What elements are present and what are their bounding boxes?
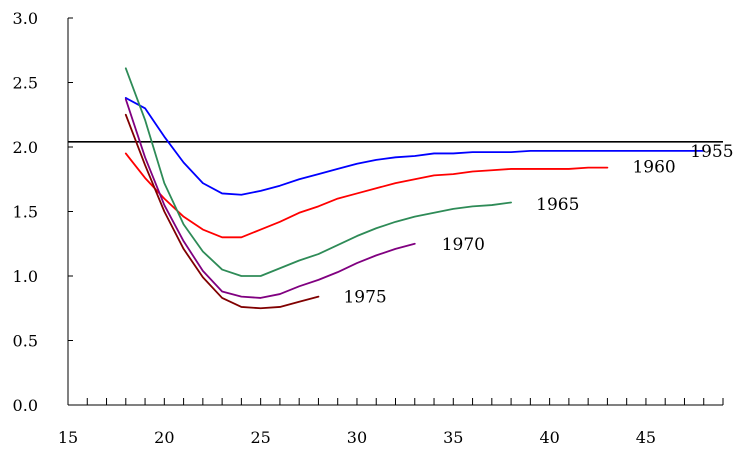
series-label-layer: 1955 1960 1965 1970 1975: [343, 142, 733, 308]
y-tick-label: 0.5: [13, 332, 38, 351]
series-line-1960: [124, 152, 609, 239]
x-tick-label: 35: [443, 428, 463, 447]
x-tick-label: 45: [636, 428, 656, 447]
y-tick-label: 0.0: [13, 396, 38, 415]
series-line-1970: [124, 98, 416, 299]
series-label-1955: 1955: [690, 142, 733, 162]
axes-layer: 0.0 0.5 1.0 1.5 2.0 2.5 3.0 15 20 25 30 35 40 45: [13, 9, 724, 447]
y-tick-label: 2.0: [13, 138, 38, 157]
x-tick-label: 20: [154, 428, 174, 447]
x-tick-label: 15: [58, 428, 78, 447]
y-tick-label: 3.0: [13, 9, 38, 28]
y-tick-label: 2.5: [13, 74, 38, 93]
series-label-1970: 1970: [442, 235, 485, 255]
x-tick-label: 30: [347, 428, 367, 447]
x-tick-label: 40: [539, 428, 559, 447]
x-tick-label: 25: [250, 428, 270, 447]
series-line-1975: [124, 113, 320, 310]
series-line-1955: [124, 97, 705, 196]
series-line-1965: [124, 67, 512, 277]
y-tick-label: 1.5: [13, 203, 38, 222]
series-label-1975: 1975: [343, 288, 386, 308]
series-label-1960: 1960: [632, 157, 675, 177]
series-layer: [124, 67, 705, 310]
series-label-1965: 1965: [536, 195, 579, 215]
y-tick-label: 1.0: [13, 267, 38, 286]
